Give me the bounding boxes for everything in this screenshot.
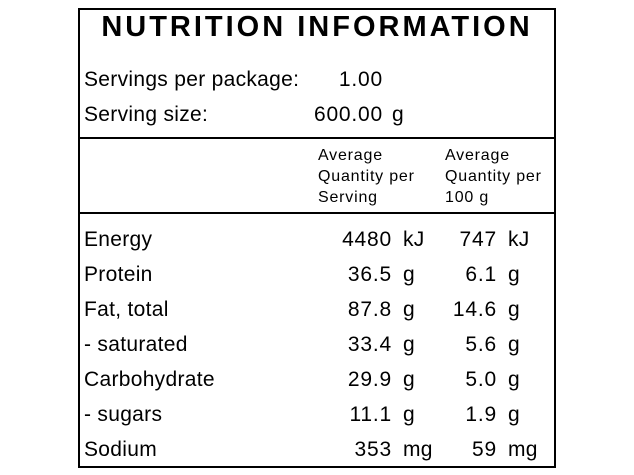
column-header-line: Quantity per: [445, 168, 542, 185]
value-per-serving: 353: [354, 438, 392, 462]
column-header-per-100g: Average Quantity per 100 g: [445, 145, 554, 212]
unit-per-serving: mg: [403, 438, 433, 462]
nutrient-name: Energy: [84, 227, 153, 251]
header-section: NUTRITION INFORMATION Servings per packa…: [80, 12, 554, 139]
table-row-saturated: - saturated 33.4 g 5.6 g: [80, 327, 554, 362]
unit-per-serving: g: [403, 332, 415, 356]
serving-size-unit: g: [392, 102, 404, 126]
value-per-100g: 59: [472, 438, 497, 462]
unit-per-100g: g: [508, 297, 520, 321]
table-row-energy: Energy 4480 kJ 747 kJ: [80, 222, 554, 257]
servings-per-package-value: 1.00: [338, 67, 383, 91]
unit-per-100g: g: [508, 403, 520, 427]
unit-per-serving: g: [403, 262, 415, 286]
value-per-serving: 87.8: [347, 297, 392, 321]
value-per-100g: 5.0: [465, 368, 497, 392]
value-per-100g: 14.6: [452, 297, 497, 321]
table-row-carbohydrate: Carbohydrate 29.9 g 5.0 g: [80, 363, 554, 398]
nutrient-name: - saturated: [84, 332, 188, 356]
column-headers-section: Average Quantity per Serving Average Qua…: [80, 139, 554, 214]
value-per-100g: 6.1: [465, 262, 497, 286]
unit-per-100g: g: [508, 262, 520, 286]
column-header-line: 100 g: [445, 189, 490, 206]
servings-per-package-label: Servings per package:: [84, 67, 300, 91]
serving-size-value: 600.00: [313, 102, 383, 126]
serving-size-row: Serving size: 600.00 g: [80, 97, 554, 132]
value-per-serving: 36.5: [347, 262, 392, 286]
value-per-serving: 11.1: [349, 403, 392, 427]
column-header-line: Average: [445, 147, 510, 164]
servings-per-package-row: Servings per package: 1.00: [80, 62, 554, 97]
unit-per-serving: kJ: [403, 227, 425, 251]
nutrient-name: Carbohydrate: [84, 368, 215, 392]
unit-per-serving: g: [403, 403, 415, 427]
column-header-per-serving: Average Quantity per Serving: [318, 145, 445, 212]
unit-per-100g: g: [508, 368, 520, 392]
nutrient-name: - sugars: [84, 403, 163, 427]
value-per-serving: 33.4: [347, 332, 392, 356]
panel-title: NUTRITION INFORMATION: [101, 11, 533, 43]
unit-per-100g: g: [508, 332, 520, 356]
table-row-fat-total: Fat, total 87.8 g 14.6 g: [80, 292, 554, 327]
value-per-serving: 4480: [342, 227, 392, 251]
column-header-line: Serving: [318, 189, 378, 206]
unit-per-100g: mg: [508, 438, 538, 462]
value-per-100g: 747: [459, 227, 497, 251]
column-header-line: Average: [318, 147, 383, 164]
column-header-line: Quantity per: [318, 168, 415, 185]
value-per-100g: 1.9: [465, 403, 497, 427]
value-per-100g: 5.6: [465, 332, 497, 356]
nutrient-name: Fat, total: [84, 297, 169, 321]
nutrient-table: Energy 4480 kJ 747 kJ Protein 36.5 g 6.1…: [80, 214, 554, 468]
nutrient-name: Protein: [84, 262, 153, 286]
unit-per-serving: g: [403, 368, 415, 392]
unit-per-serving: g: [403, 297, 415, 321]
nutrient-name: Sodium: [84, 438, 158, 462]
table-row-sugars: - sugars 11.1 g 1.9 g: [80, 398, 554, 433]
unit-per-100g: kJ: [508, 227, 530, 251]
serving-size-label: Serving size:: [84, 102, 209, 126]
value-per-serving: 29.9: [347, 368, 392, 392]
nutrition-panel: NUTRITION INFORMATION Servings per packa…: [78, 8, 556, 468]
table-row-sodium: Sodium 353 mg 59 mg: [80, 433, 554, 468]
table-row-protein: Protein 36.5 g 6.1 g: [80, 257, 554, 292]
